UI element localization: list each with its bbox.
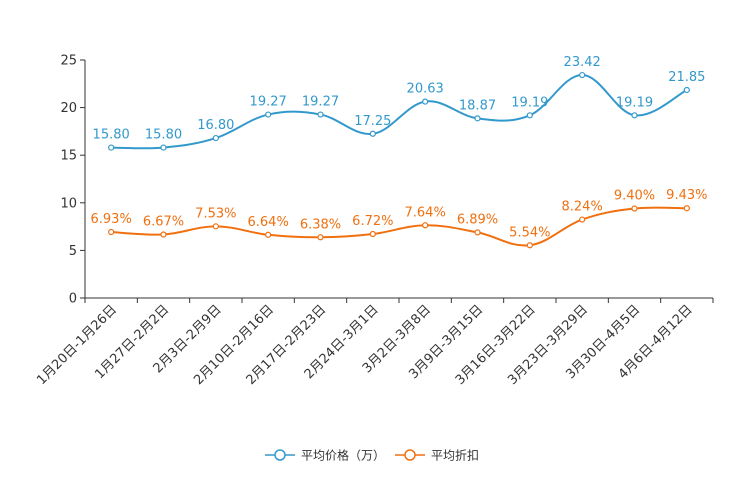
data-point xyxy=(683,205,690,212)
data-point xyxy=(369,230,376,238)
data-label: 19.19 xyxy=(616,95,653,110)
data-label: 15.80 xyxy=(145,128,182,143)
data-point xyxy=(474,115,481,122)
data-point xyxy=(422,222,429,229)
y-tick-label: 5 xyxy=(69,244,77,259)
data-point xyxy=(631,112,638,119)
data-point xyxy=(579,71,586,79)
data-point xyxy=(579,216,586,223)
data-label: 6.67% xyxy=(143,215,184,230)
data-point xyxy=(317,234,324,241)
data-point xyxy=(526,242,533,249)
data-label: 8.24% xyxy=(562,200,603,215)
legend-marker-2 xyxy=(404,449,416,461)
data-point xyxy=(212,134,219,142)
data-label: 7.53% xyxy=(195,206,236,221)
data-point xyxy=(474,229,481,236)
data-label: 9.43% xyxy=(666,188,707,203)
legend-marker-1 xyxy=(274,449,286,461)
data-label: 6.72% xyxy=(352,214,393,229)
series-line-1 xyxy=(111,74,688,150)
data-label: 23.42 xyxy=(564,55,601,70)
data-label: 15.80 xyxy=(93,128,130,143)
data-label: 6.64% xyxy=(248,215,289,230)
data-label: 18.87 xyxy=(459,98,496,113)
data-label: 17.25 xyxy=(354,114,391,129)
y-tick-label: 20 xyxy=(60,101,77,116)
data-point xyxy=(317,111,324,118)
y-tick-label: 10 xyxy=(60,196,77,211)
y-tick-label: 0 xyxy=(69,292,77,307)
data-point xyxy=(526,112,533,119)
data-label: 6.38% xyxy=(300,217,341,232)
data-point xyxy=(683,86,690,94)
legend-label-2: 平均折扣 xyxy=(431,448,479,463)
data-label: 19.27 xyxy=(250,95,287,110)
data-point xyxy=(422,98,429,105)
data-label: 21.85 xyxy=(668,70,705,85)
data-point xyxy=(212,223,219,230)
data-label: 20.63 xyxy=(407,82,444,97)
data-label: 19.19 xyxy=(511,95,548,110)
data-point xyxy=(160,231,167,238)
series-line-2 xyxy=(111,206,687,247)
data-label: 6.93% xyxy=(91,212,132,227)
data-label: 16.80 xyxy=(197,118,234,133)
data-point xyxy=(160,144,167,151)
data-point xyxy=(265,111,272,118)
y-tick-label: 25 xyxy=(60,54,77,69)
data-label: 9.40% xyxy=(614,189,655,204)
data-point xyxy=(631,205,638,212)
data-point xyxy=(265,231,272,238)
legend-label-1: 平均价格（万） xyxy=(301,448,385,463)
data-label: 6.89% xyxy=(457,212,498,227)
data-label: 19.27 xyxy=(302,95,339,110)
data-label: 7.64% xyxy=(405,205,446,220)
data-point xyxy=(108,228,115,236)
data-point xyxy=(369,130,376,137)
data-label: 5.54% xyxy=(509,225,550,240)
data-point xyxy=(108,144,115,151)
y-tick-label: 15 xyxy=(60,149,77,164)
